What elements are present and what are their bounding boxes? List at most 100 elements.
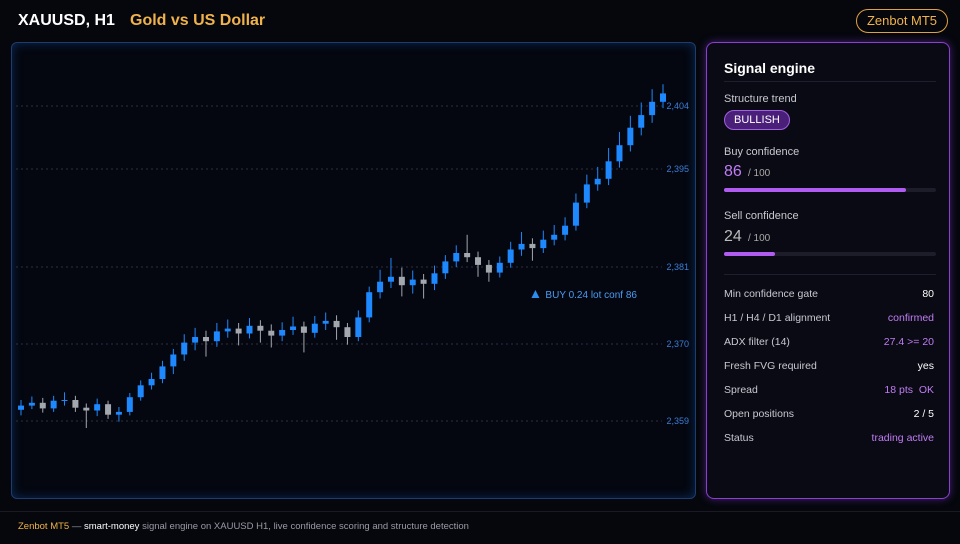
candle-body — [377, 281, 384, 293]
signal-panel: Signal engine Structure trend BULLISH Bu… — [706, 42, 950, 499]
candle-body — [333, 320, 340, 328]
separator — [724, 274, 936, 275]
buy-scale: / 100 — [748, 168, 771, 179]
candle-body — [551, 234, 558, 240]
row-value: 80 — [922, 288, 934, 300]
chart-panel: 2,359 2,370 2,381 2,395 2,404 BUY 0.24 lot co… — [11, 42, 696, 499]
buy-bar — [724, 188, 907, 192]
footer-dash: — — [71, 521, 82, 532]
candle-body — [235, 328, 242, 334]
footer-brand: Zenbot MT5 — [18, 521, 70, 532]
candle-body — [257, 325, 264, 331]
row-label: Fresh FVG required — [724, 360, 817, 372]
symbol: XAUUSD, H1 — [18, 12, 115, 29]
info-row: Status trading active — [724, 432, 934, 444]
row-value: trading active — [871, 432, 934, 444]
candle-body — [181, 342, 188, 355]
candle-body — [529, 243, 536, 249]
candle-body — [355, 317, 362, 337]
candle-body — [322, 320, 329, 324]
candle-body — [279, 330, 286, 336]
candle-body — [28, 402, 35, 406]
row-label: Spread — [724, 384, 758, 396]
footer-highlight: smart-money — [84, 521, 140, 532]
trend-pill: BULLISH — [724, 110, 790, 130]
candle-body — [61, 400, 68, 401]
candle-body — [496, 262, 503, 273]
candle-body — [649, 101, 656, 116]
candle-body — [431, 273, 438, 284]
buy-track — [724, 188, 936, 192]
row-label: ADX filter (14) — [724, 336, 790, 348]
candle-body — [148, 379, 155, 386]
row-label: Min confidence gate — [724, 288, 818, 300]
y-tick-label: 2,404 — [666, 101, 689, 111]
candle-body — [83, 407, 90, 411]
candle-body — [192, 337, 199, 343]
footer-text: signal engine on XAUUSD H1, live confide… — [142, 521, 469, 532]
candle-body — [605, 161, 612, 179]
panel-title: Signal engine — [724, 60, 816, 76]
candle-body — [540, 239, 547, 249]
candle-body — [562, 225, 569, 235]
row-label: H1 / H4 / D1 alignment — [724, 312, 831, 324]
row-value: yes — [917, 360, 934, 372]
trend-label: Structure trend — [724, 93, 797, 105]
candle-body — [94, 404, 101, 411]
y-tick-label: 2,359 — [666, 416, 689, 426]
candle-body — [300, 326, 307, 333]
info-row: Open positions 2 / 5 — [724, 408, 934, 420]
candle-body — [311, 323, 318, 333]
row-value: 2 / 5 — [913, 408, 934, 420]
candle-body — [420, 279, 427, 284]
info-row: Min confidence gate 80 — [724, 288, 934, 300]
candle-body — [453, 253, 460, 262]
candle-body — [246, 325, 253, 334]
candle-body — [442, 261, 449, 274]
sell-bar — [724, 252, 775, 256]
buy-label: Buy confidence — [724, 146, 800, 158]
candle-body — [398, 276, 405, 286]
candle-body — [583, 184, 590, 203]
instrument-name: Gold vs US Dollar — [130, 12, 266, 29]
candle-body — [213, 331, 220, 342]
buy-marker — [531, 290, 540, 298]
chart: 2,359 2,370 2,381 2,395 2,404 BUY 0.24 lot co… — [16, 84, 689, 428]
info-row: Fresh FVG required yes — [724, 360, 934, 372]
row-value: 18 pts OK — [884, 384, 934, 396]
separator — [724, 81, 936, 82]
candle-body — [572, 202, 579, 226]
sell-scale: / 100 — [748, 233, 771, 244]
y-tick-label: 2,370 — [666, 339, 689, 349]
candle-body — [18, 405, 24, 410]
candle-body — [159, 366, 166, 379]
buy-annotation: BUY 0.24 lot conf 86 — [545, 290, 637, 301]
candle-body — [290, 326, 297, 330]
y-tick-label: 2,381 — [666, 262, 689, 272]
candle-body — [115, 411, 122, 415]
candle-body — [39, 402, 46, 409]
candle-body — [518, 243, 525, 250]
candle-body — [638, 115, 645, 128]
buy-value: 86 — [724, 163, 742, 180]
brand-badge[interactable]: Zenbot MT5 — [856, 9, 948, 33]
info-row: Spread 18 pts OK — [724, 384, 934, 396]
candle-body — [627, 127, 634, 146]
candle-body — [170, 354, 177, 367]
candle-body — [616, 145, 623, 162]
sell-track — [724, 252, 936, 256]
info-row: H1 / H4 / D1 alignment confirmed — [724, 312, 934, 324]
row-label: Status — [724, 432, 754, 444]
candle-body — [105, 404, 112, 415]
footer: Zenbot MT5 — smart-money signal engine o… — [0, 511, 960, 544]
candle-body — [464, 253, 471, 258]
candle-body — [475, 257, 482, 265]
candle-body — [224, 328, 231, 332]
candle-body — [660, 93, 666, 102]
y-tick-label: 2,395 — [666, 164, 689, 174]
candle-body — [507, 249, 514, 263]
candle-body — [137, 385, 144, 398]
candle-body — [72, 400, 79, 408]
candle-body — [126, 397, 133, 412]
candle-body — [268, 330, 275, 336]
